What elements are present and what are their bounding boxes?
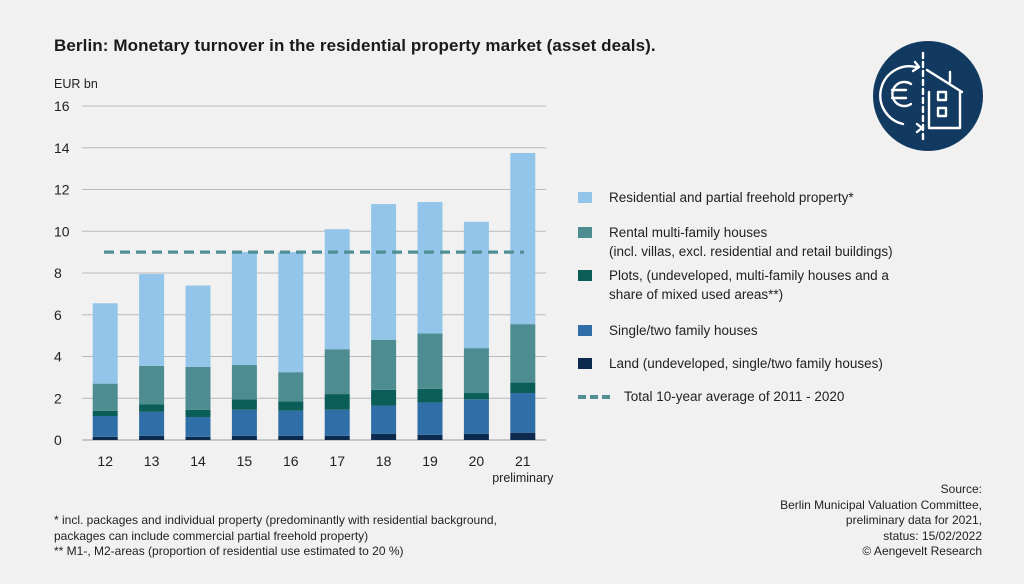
bar-segment-rental	[371, 339, 397, 390]
chart-title: Berlin: Monetary turnover in the residen…	[54, 36, 656, 55]
bar-segment-land	[185, 436, 211, 440]
bar-segment-plots	[324, 394, 350, 410]
bar-segment-rental	[463, 348, 489, 394]
bar-segment-rental	[231, 364, 257, 400]
bar-segment-rental	[510, 324, 536, 383]
legend-item-average: Total 10-year average of 2011 - 2020	[578, 387, 844, 406]
bar-segment-single	[463, 399, 489, 434]
legend-swatch-residential	[578, 192, 592, 203]
y-tick-label: 14	[54, 140, 70, 156]
bar-segment-residential	[371, 204, 397, 340]
x-tick-label: 14	[190, 453, 206, 469]
legend-swatch-land	[578, 358, 592, 369]
y-tick-label: 6	[54, 307, 62, 323]
euro-house-icon	[873, 41, 983, 151]
x-tick-label: 12	[97, 453, 113, 469]
bar-segment-rental	[417, 333, 443, 389]
legend-label-rental: Rental multi-family houses (incl. villas…	[609, 225, 893, 259]
legend-item-plots: Plots, (undeveloped, multi-family houses…	[578, 266, 889, 304]
bar-segment-residential	[463, 221, 489, 349]
x-tick-label: 16	[283, 453, 299, 469]
x-tick-label: 17	[329, 453, 345, 469]
bar-segment-plots	[278, 401, 304, 411]
bar-segment-plots	[463, 393, 489, 400]
bar-segment-land	[92, 436, 118, 440]
bar-segment-single	[371, 405, 397, 434]
bar-segment-plots	[231, 399, 257, 410]
bar-segment-land	[278, 435, 304, 440]
x-tick-sublabel: preliminary	[492, 471, 554, 485]
y-tick-label: 10	[54, 223, 70, 239]
bar-segment-land	[417, 434, 443, 440]
bar-segment-plots	[92, 410, 118, 416]
bar-segment-residential	[278, 252, 304, 373]
bar-segment-land	[231, 435, 257, 440]
bar-segment-residential	[185, 285, 211, 367]
legend-swatch-single	[578, 325, 592, 336]
bar-segment-single	[92, 415, 118, 437]
bar-segment-residential	[92, 303, 118, 384]
bar-segment-land	[324, 435, 350, 440]
x-tick-label: 21	[515, 453, 531, 469]
bar-segment-land	[463, 433, 489, 440]
legend-item-single: Single/two family houses	[578, 321, 758, 340]
bar-segment-single	[185, 417, 211, 437]
bar-segment-plots	[185, 409, 211, 418]
legend-item-rental: Rental multi-family houses (incl. villas…	[578, 223, 893, 261]
x-tick-label: 20	[469, 453, 485, 469]
y-tick-label: 0	[54, 432, 62, 448]
bar-segment-land	[371, 433, 397, 440]
legend-swatch-rental	[578, 227, 592, 238]
x-tick-label: 19	[422, 453, 438, 469]
bar-segment-rental	[139, 365, 165, 405]
y-tick-label: 4	[54, 349, 62, 365]
y-tick-label: 2	[54, 390, 62, 406]
legend-label-single: Single/two family houses	[609, 323, 758, 338]
footnote: * incl. packages and individual property…	[54, 513, 497, 558]
legend-label-plots: Plots, (undeveloped, multi-family houses…	[609, 268, 889, 302]
legend-label-land: Land (undeveloped, single/two family hou…	[609, 356, 883, 371]
bar-segment-residential	[324, 229, 350, 350]
bar-segment-plots	[417, 388, 443, 403]
bar-segment-rental	[92, 383, 118, 411]
bar-segment-rental	[185, 366, 211, 410]
bar-segment-plots	[371, 389, 397, 406]
legend-label-average: Total 10-year average of 2011 - 2020	[624, 389, 845, 404]
bar-segment-residential	[231, 252, 257, 365]
bar-segment-single	[231, 409, 257, 436]
bar-segment-plots	[510, 382, 536, 394]
bar-segment-residential	[139, 274, 165, 366]
legend-swatch-plots	[578, 270, 592, 281]
bar-segment-single	[139, 411, 165, 436]
bar-segment-rental	[278, 372, 304, 402]
bar-segment-residential	[510, 152, 536, 325]
y-tick-label: 16	[54, 98, 70, 114]
y-tick-label: 12	[54, 182, 70, 198]
bar-segment-rental	[324, 349, 350, 395]
y-tick-label: 8	[54, 265, 62, 281]
legend-item-residential: Residential and partial freehold propert…	[578, 188, 854, 207]
bar-segment-land	[510, 432, 536, 440]
source-note: Source: Berlin Municipal Valuation Commi…	[780, 482, 982, 558]
bar-segment-single	[510, 393, 536, 433]
x-tick-label: 15	[237, 453, 253, 469]
bar-segment-single	[278, 410, 304, 436]
x-tick-label: 13	[144, 453, 160, 469]
bar-segment-plots	[139, 404, 165, 412]
legend-label-residential: Residential and partial freehold propert…	[609, 190, 854, 205]
x-tick-label: 18	[376, 453, 392, 469]
bar-segment-residential	[417, 202, 443, 334]
bar-segment-single	[417, 402, 443, 435]
y-axis-label: EUR bn	[54, 77, 98, 91]
bar-segment-single	[324, 409, 350, 436]
bar-segment-land	[139, 435, 165, 440]
legend-item-land: Land (undeveloped, single/two family hou…	[578, 354, 883, 373]
legend-swatch-average	[578, 395, 610, 399]
